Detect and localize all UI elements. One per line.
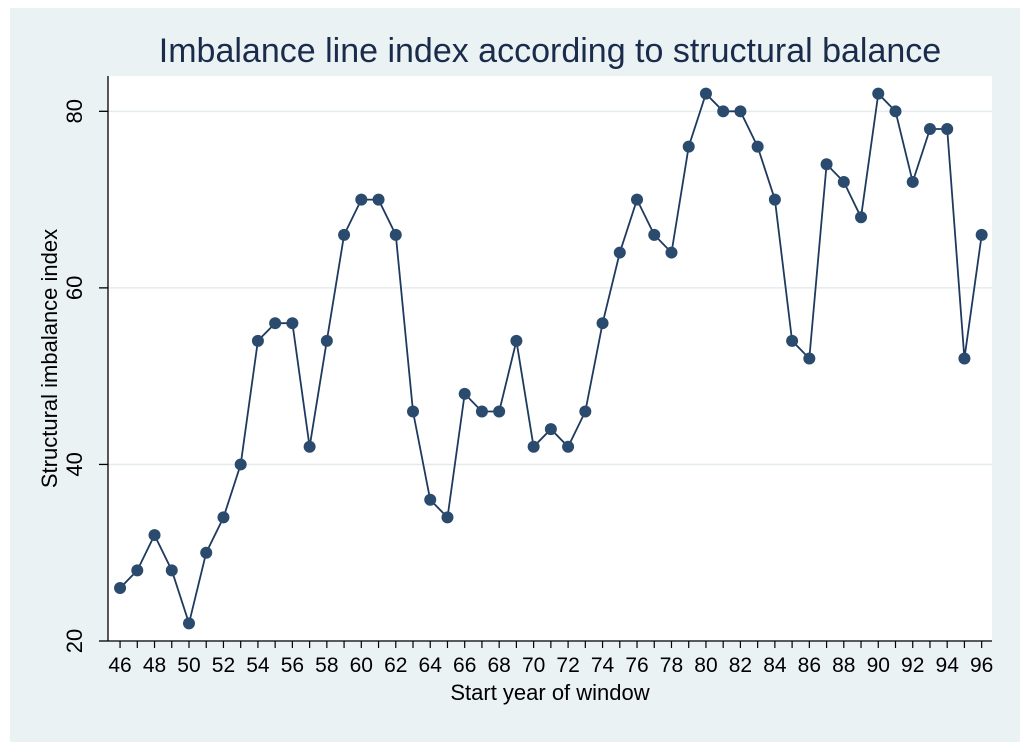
data-point — [131, 564, 144, 577]
y-tick-label: 60 — [62, 276, 87, 300]
x-axis-label: Start year of window — [450, 680, 649, 705]
data-point — [544, 423, 557, 436]
data-point — [768, 193, 781, 206]
data-point — [941, 122, 954, 135]
data-point — [889, 105, 902, 118]
data-point — [682, 140, 695, 153]
x-tick-label: 68 — [487, 654, 510, 677]
data-point — [734, 105, 747, 118]
data-point — [217, 511, 230, 524]
x-tick-label: 72 — [556, 654, 579, 677]
x-axis: 46 48 50 52 54 56 58 60 62 64 66 68 70 72 74 76 78 80 82 84… — [108, 640, 993, 677]
data-point — [855, 211, 868, 224]
chart-title: Imbalance line index according to struct… — [159, 32, 941, 70]
data-point — [114, 582, 127, 595]
x-tick-label: 70 — [522, 654, 545, 677]
x-tick-label: 52 — [212, 654, 235, 677]
data-point — [441, 511, 454, 524]
data-point — [923, 122, 936, 135]
data-point — [786, 334, 799, 347]
data-point — [648, 228, 661, 241]
y-axis: 20 40 60 80 — [62, 76, 109, 653]
data-point — [234, 458, 247, 471]
data-point — [320, 334, 333, 347]
data-point — [182, 617, 195, 630]
data-point — [338, 228, 351, 241]
data-point — [475, 405, 488, 418]
data-point — [631, 193, 644, 206]
y-tick-label: 40 — [62, 452, 87, 476]
x-tick-label: 86 — [798, 654, 821, 677]
x-tick-label: 88 — [832, 654, 855, 677]
x-tick-label: 50 — [177, 654, 200, 677]
plot-area — [108, 76, 992, 641]
data-point — [820, 158, 833, 171]
data-point — [906, 175, 919, 188]
data-point — [717, 105, 730, 118]
x-tick-label: 60 — [350, 654, 373, 677]
x-tick-label: 54 — [246, 654, 270, 677]
data-point — [975, 228, 988, 241]
data-point — [579, 405, 592, 418]
data-point — [613, 246, 626, 259]
x-tick-label: 46 — [108, 654, 131, 677]
data-point — [837, 175, 850, 188]
x-tick-label: 84 — [763, 654, 787, 677]
data-point — [389, 228, 402, 241]
data-point — [286, 317, 299, 330]
data-point — [303, 440, 316, 453]
data-point — [751, 140, 764, 153]
data-point — [958, 352, 971, 365]
x-tick-label: 48 — [143, 654, 166, 677]
data-point — [148, 529, 161, 542]
data-point — [355, 193, 368, 206]
x-tick-label: 82 — [729, 654, 752, 677]
x-tick-label: 78 — [660, 654, 683, 677]
data-point — [510, 334, 523, 347]
data-point — [372, 193, 385, 206]
data-point — [665, 246, 678, 259]
series-line-group — [114, 87, 988, 630]
x-tick-label: 80 — [694, 654, 717, 677]
x-tick-label: 90 — [867, 654, 890, 677]
x-tick-label: 92 — [901, 654, 924, 677]
x-tick-label: 56 — [281, 654, 304, 677]
data-point — [424, 493, 437, 506]
data-point — [407, 405, 420, 418]
data-point — [269, 317, 282, 330]
data-point — [458, 387, 471, 400]
data-point — [527, 440, 540, 453]
x-tick-label: 96 — [970, 654, 993, 677]
x-tick-label: 62 — [384, 654, 407, 677]
data-point — [165, 564, 178, 577]
data-point — [699, 87, 712, 100]
y-axis-label: Structural imbalance index — [37, 229, 62, 488]
data-point — [596, 317, 609, 330]
y-tick-label: 20 — [62, 629, 87, 653]
x-tick-label: 66 — [453, 654, 476, 677]
x-tick-label: 58 — [315, 654, 338, 677]
x-tick-label: 94 — [936, 654, 960, 677]
data-point — [493, 405, 506, 418]
x-tick-label: 76 — [625, 654, 648, 677]
data-point — [251, 334, 264, 347]
data-point — [872, 87, 885, 100]
y-tick-label: 80 — [62, 99, 87, 123]
x-tick-label: 74 — [591, 654, 615, 677]
data-point — [803, 352, 816, 365]
data-point — [200, 546, 213, 559]
x-tick-label: 64 — [419, 654, 443, 677]
data-point — [562, 440, 575, 453]
